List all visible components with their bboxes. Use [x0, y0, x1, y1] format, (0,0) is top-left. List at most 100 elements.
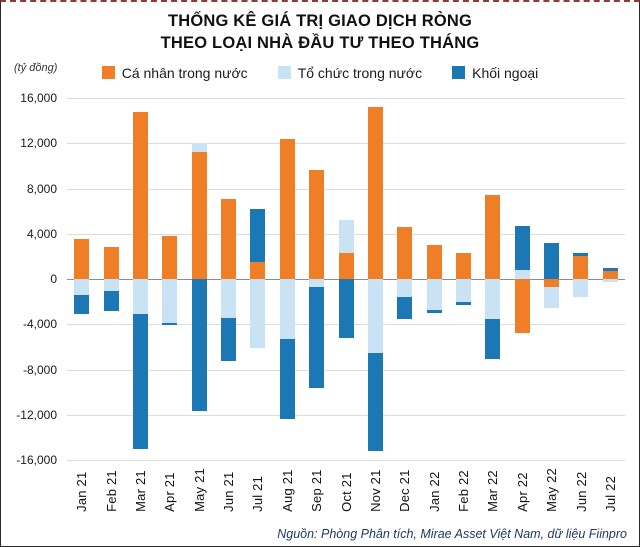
- x-axis-tick-label: Jan 22: [426, 471, 442, 512]
- bar-segment: [309, 170, 325, 279]
- bar-segment: [602, 271, 618, 279]
- x-axis-tick: May 22: [537, 468, 566, 512]
- bar-segment: [573, 253, 589, 257]
- gridline: [67, 414, 625, 416]
- x-axis-tick: Oct 21: [331, 468, 360, 512]
- bar-segment: [367, 107, 383, 279]
- legend-item-khoi-ngoai: Khối ngoại: [452, 65, 538, 81]
- x-axis-tick: Jul 21: [243, 468, 272, 512]
- bar-segment: [279, 279, 295, 339]
- bar-segment: [544, 279, 560, 287]
- gridline: [67, 143, 625, 145]
- x-axis-tick-label: Mar 21: [132, 470, 148, 512]
- legend-label-to-chuc: Tổ chức trong nước: [297, 64, 423, 81]
- legend-label-ca-nhan: Cá nhân trong nước: [121, 64, 248, 81]
- bar-segment: [103, 279, 119, 292]
- y-axis-tick-label: 4,000: [26, 226, 57, 241]
- bar-segment: [191, 152, 207, 279]
- bar-segment: [397, 279, 413, 298]
- gridline: [67, 98, 625, 99]
- legend-swatch-orange: [101, 66, 115, 80]
- x-axis-tick-label: Nov 21: [367, 469, 383, 512]
- bar-segment: [74, 294, 90, 314]
- y-axis-tick-label: 0: [50, 272, 57, 286]
- bar-segment: [103, 291, 119, 311]
- bar-segment: [279, 138, 295, 279]
- chart-title-line2: THEO LOẠI NHÀ ĐẦU TƯ THEO THÁNG: [160, 33, 480, 52]
- gridline: [67, 369, 625, 371]
- x-axis-tick-label: Apr 21: [162, 472, 178, 512]
- bar-segment: [456, 279, 471, 302]
- x-axis-tick: Jul 22: [596, 468, 625, 512]
- bar-segment: [485, 195, 501, 279]
- bar-segment: [456, 301, 471, 305]
- x-axis-tick-label: Dec 21: [397, 469, 413, 512]
- bar-segment: [514, 269, 530, 279]
- gridline: [67, 188, 625, 190]
- y-axis: 16,000 12,000 8,000 4,000 0 -4,000 -8,000 -12,0…: [1, 91, 61, 467]
- bar-segment: [485, 318, 501, 360]
- bar-segment: [338, 253, 354, 279]
- x-axis-tick-label: May 22: [544, 468, 560, 512]
- bar-segment: [132, 314, 148, 449]
- x-axis-tick: Apr 22: [508, 468, 537, 512]
- y-axis-tick-label: -4,000: [22, 317, 57, 332]
- bar-segment: [191, 279, 207, 412]
- x-axis-tick-label: Jun 21: [221, 471, 237, 512]
- x-axis-tick-label: Oct 21: [338, 472, 354, 512]
- x-axis-tick: Jan 22: [420, 468, 449, 512]
- x-axis-tick: Feb 21: [96, 468, 125, 512]
- y-axis-tick-label: -12,000: [16, 407, 57, 422]
- legend-swatch-lightblue: [277, 66, 291, 80]
- chart-title-line1: THỐNG KÊ GIÁ TRỊ GIAO DỊCH RÒNG: [167, 12, 473, 30]
- chart-title: THỐNG KÊ GIÁ TRỊ GIAO DỊCH RÒNG THEO LOẠ…: [1, 11, 639, 55]
- bar-segment: [573, 256, 589, 279]
- x-axis-tick-label: Aug 21: [279, 469, 295, 512]
- y-axis-tick-label: 8,000: [26, 181, 57, 196]
- bar-segment: [397, 227, 413, 279]
- x-axis-tick: Apr 21: [155, 468, 184, 512]
- chart-area: 16,000 12,000 8,000 4,000 0 -4,000 -8,000 -12,0…: [1, 91, 639, 538]
- gridline: [67, 460, 625, 461]
- x-axis-tick: Feb 22: [449, 468, 478, 512]
- bar-segment: [103, 247, 119, 279]
- x-axis-tick-label: Sep 21: [309, 469, 325, 512]
- y-axis-tick-label: -16,000: [16, 453, 57, 467]
- bar-segment: [250, 208, 266, 263]
- bar-segment: [221, 317, 236, 361]
- source-note: Nguồn: Phòng Phân tích, Mirae Asset Việt…: [277, 527, 627, 541]
- x-axis-tick: Aug 21: [273, 468, 302, 512]
- bar-segment: [162, 279, 178, 324]
- bar-segment: [426, 279, 442, 310]
- legend-label-khoi-ngoai: Khối ngoại: [472, 64, 539, 81]
- x-axis-tick: Mar 22: [478, 468, 507, 512]
- x-axis: Jan 21 Feb 21 Mar 21 Apr 21 May 21 Jun 21 Jul …: [67, 468, 625, 512]
- bar-segment: [162, 236, 178, 279]
- bar-segment: [367, 352, 383, 451]
- bar-segment: [221, 198, 236, 279]
- y-axis-unit-label: (tỷ đồng): [14, 62, 58, 74]
- x-axis-tick: Jan 21: [67, 468, 96, 512]
- bar-segment: [514, 225, 530, 270]
- bar-segment: [191, 143, 207, 153]
- bar-segment: [338, 220, 354, 253]
- bar-segment: [221, 279, 236, 318]
- x-axis-tick-label: Jul 22: [602, 475, 618, 512]
- bar-segment: [573, 279, 589, 298]
- bar-segment: [367, 279, 383, 353]
- x-axis-tick: Sep 21: [302, 468, 331, 512]
- legend: Cá nhân trong nước Tổ chức trong nước Kh…: [1, 65, 639, 81]
- bar-segment: [426, 309, 442, 313]
- x-axis-tick: May 21: [185, 468, 214, 512]
- plot-area: [67, 98, 625, 461]
- bar-segment: [74, 279, 90, 295]
- x-axis-tick: Jun 22: [566, 468, 595, 512]
- x-axis-tick-label: Jan 21: [74, 471, 90, 512]
- x-axis-tick: Jun 21: [214, 468, 243, 512]
- bar-segment: [602, 279, 618, 283]
- bar-segment: [544, 242, 560, 279]
- bar-segment: [309, 279, 325, 287]
- legend-swatch-darkblue: [452, 66, 466, 80]
- bar-segment: [426, 245, 442, 279]
